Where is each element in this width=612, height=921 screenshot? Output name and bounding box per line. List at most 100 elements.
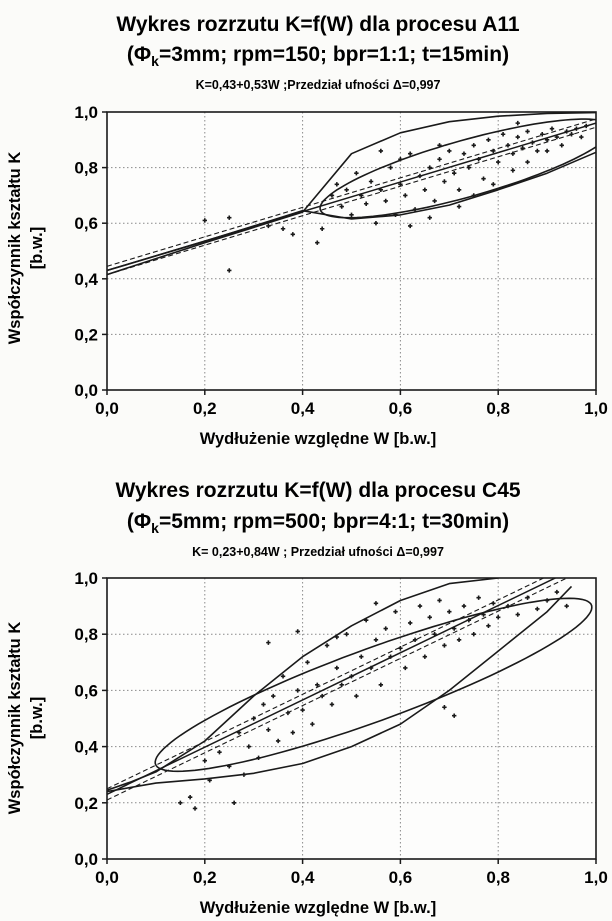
data-point — [403, 665, 408, 671]
y-tick-label: 0,4 — [74, 270, 98, 289]
data-point — [437, 143, 442, 148]
data-point — [280, 674, 286, 679]
data-point — [437, 157, 442, 162]
y-tick-label: 0,0 — [74, 381, 98, 400]
data-point — [339, 204, 344, 209]
data-point — [266, 223, 271, 229]
data-point — [530, 140, 535, 145]
data-point — [451, 170, 457, 176]
data-point — [334, 182, 340, 187]
y-tick-label: 0,8 — [74, 625, 98, 644]
data-point — [447, 148, 452, 154]
chart-1: Wykres rozrzutu K=f(W) dla procesu A11 (… — [6, 13, 608, 448]
data-point — [437, 598, 442, 603]
data-point — [187, 794, 193, 800]
chart-1-subtitle: (Φk=3mm; rpm=150; bpr=1:1; t=15min) — [127, 43, 509, 69]
data-point — [315, 682, 320, 687]
data-point — [554, 589, 560, 595]
data-point — [422, 654, 428, 659]
x-tick-label: 0,4 — [291, 868, 315, 887]
data-point — [515, 134, 520, 140]
data-point — [383, 626, 388, 631]
data-point — [290, 730, 296, 735]
data-point — [398, 157, 403, 162]
data-point — [334, 665, 340, 671]
data-point — [486, 623, 491, 628]
data-point — [442, 179, 447, 184]
data-point — [315, 240, 320, 245]
data-point — [373, 637, 379, 643]
data-point — [280, 226, 286, 231]
data-point — [368, 665, 374, 671]
chart-2-xlabel: Wydłużenie względne W [b.w.] — [200, 899, 437, 917]
data-point — [461, 603, 467, 609]
data-point — [564, 603, 569, 609]
data-point — [520, 145, 525, 151]
regression-line — [107, 122, 596, 272]
data-point — [359, 193, 364, 198]
data-point — [178, 800, 183, 805]
chart-1-title: Wykres rozrzutu K=f(W) dla procesu A11 — [116, 13, 519, 36]
chart-2-plot: 0,0 0,2 0,4 0,6 0,8 1,0 0,0 0,2 0,4 0,6 0,8 1,0 — [74, 569, 607, 887]
chart-2-ylabel-unit: [b.w.] — [28, 697, 46, 739]
plot-frame — [106, 111, 597, 391]
data-point — [368, 179, 374, 184]
data-point — [217, 750, 222, 755]
data-point — [310, 721, 315, 727]
x-tick-label: 0,8 — [486, 399, 510, 418]
chart-2: Wykres rozrzutu K=f(W) dla procesu C45 (… — [6, 479, 608, 917]
data-point — [412, 207, 418, 212]
data-point — [569, 132, 574, 137]
data-point — [447, 609, 452, 614]
data-point — [300, 707, 305, 713]
data-point — [227, 268, 232, 273]
data-point — [319, 693, 325, 699]
data-point — [344, 187, 349, 193]
data-point — [574, 126, 579, 131]
y-tick-label: 0,6 — [74, 681, 98, 700]
confidence-ellipse — [154, 597, 593, 773]
data-point — [349, 674, 354, 679]
data-point — [363, 201, 369, 206]
data-point — [393, 609, 398, 614]
data-point — [407, 620, 413, 626]
data-point — [266, 727, 271, 732]
data-point — [359, 654, 364, 659]
data-point — [549, 126, 555, 131]
data-point — [466, 617, 472, 623]
data-point — [339, 682, 344, 687]
data-point — [256, 755, 261, 761]
chart-2-equation: K= 0,23+0,84W ; Przedział ufności Δ=0,99… — [192, 545, 444, 559]
data-point — [329, 702, 335, 707]
data-point — [344, 632, 349, 637]
data-point — [227, 215, 232, 220]
regression-band-upper — [107, 578, 545, 790]
data-point — [584, 123, 589, 129]
data-point — [407, 223, 413, 229]
chart-1-equation: K=0,43+0,53W ;Przedział ufności Δ=0,997 — [196, 78, 441, 92]
plot-frame — [106, 577, 597, 860]
plot-area — [107, 112, 596, 390]
data-point — [442, 643, 447, 648]
regression-band-upper — [107, 118, 596, 267]
data-point — [432, 632, 437, 637]
data-point — [378, 187, 384, 193]
y-tick-label: 0,0 — [74, 850, 98, 869]
data-point — [422, 187, 428, 193]
data-point — [481, 176, 486, 181]
data-point — [525, 595, 530, 600]
chart-2-ylabel: Współczynnik kształtu K — [6, 622, 24, 815]
data-point — [275, 738, 281, 744]
data-point — [451, 713, 457, 718]
data-point — [544, 148, 550, 154]
y-tick-label: 0,6 — [74, 214, 98, 233]
data-point — [354, 693, 359, 699]
data-point — [295, 629, 300, 634]
x-tick-label: 1,0 — [584, 399, 608, 418]
tolerance-curve-upper — [107, 112, 596, 276]
data-point — [407, 151, 413, 156]
data-point — [554, 134, 560, 140]
data-point — [491, 601, 496, 606]
data-point — [261, 702, 266, 707]
data-point — [334, 634, 340, 640]
